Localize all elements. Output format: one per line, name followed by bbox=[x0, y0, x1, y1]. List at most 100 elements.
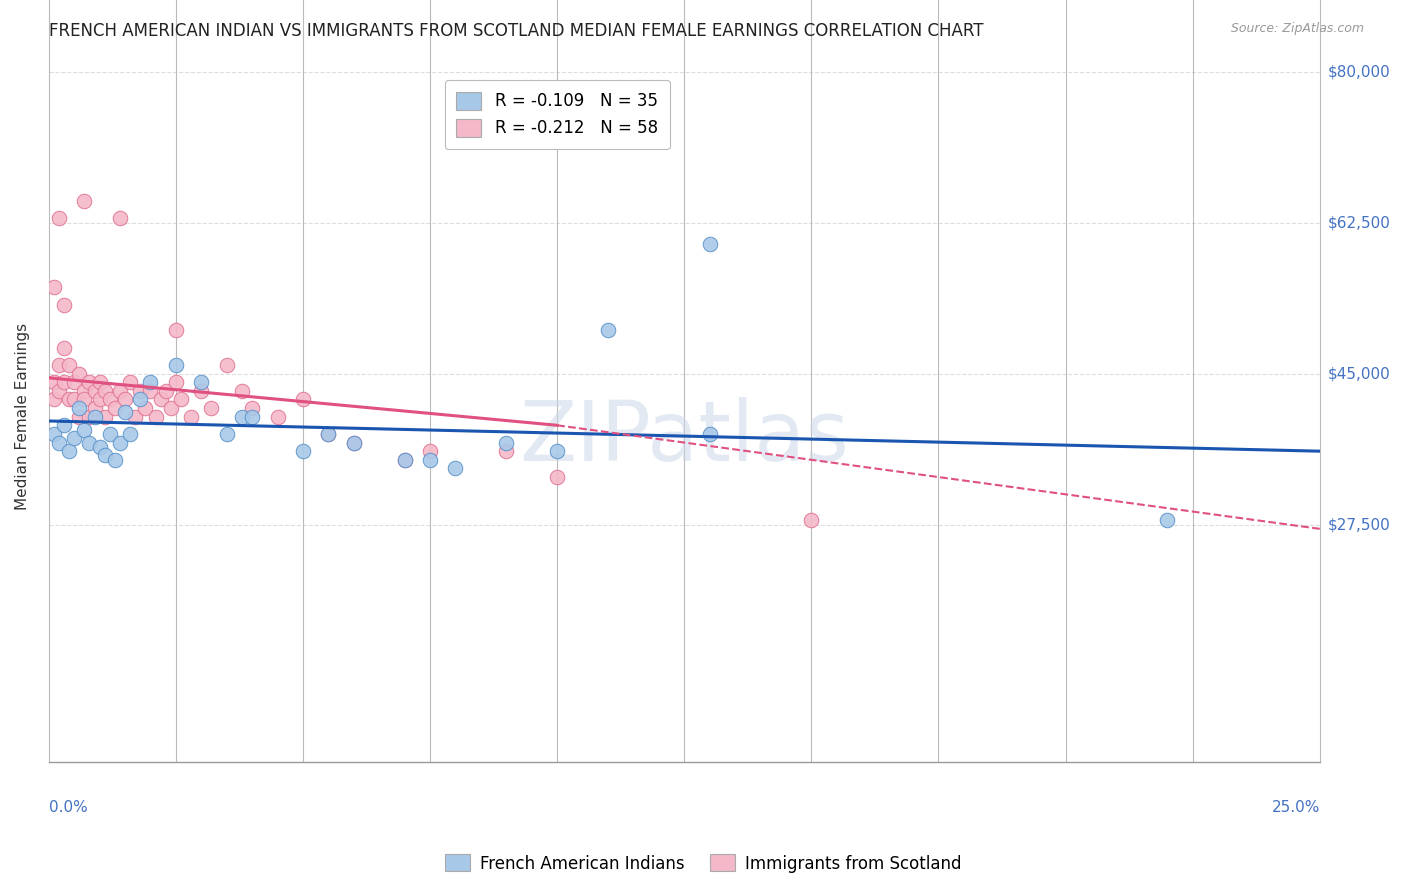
Text: ZIPatlas: ZIPatlas bbox=[519, 397, 849, 478]
Point bbox=[63, 392, 86, 407]
Point bbox=[394, 452, 416, 467]
Point bbox=[165, 358, 187, 372]
Point bbox=[93, 449, 115, 463]
Text: 0.0%: 0.0% bbox=[49, 800, 87, 814]
Point bbox=[114, 405, 136, 419]
Point bbox=[215, 426, 238, 441]
Point bbox=[318, 426, 340, 441]
Y-axis label: Median Female Earnings: Median Female Earnings bbox=[15, 323, 30, 510]
Point bbox=[343, 435, 366, 450]
Point bbox=[42, 375, 65, 389]
Point bbox=[215, 358, 238, 372]
Point bbox=[53, 418, 76, 433]
Point bbox=[108, 211, 131, 226]
Point bbox=[120, 375, 142, 389]
Text: $62,500: $62,500 bbox=[1329, 215, 1391, 230]
Point bbox=[394, 452, 416, 467]
Point bbox=[58, 444, 80, 458]
Text: FRENCH AMERICAN INDIAN VS IMMIGRANTS FROM SCOTLAND MEDIAN FEMALE EARNINGS CORREL: FRENCH AMERICAN INDIAN VS IMMIGRANTS FRO… bbox=[49, 22, 984, 40]
Point bbox=[800, 513, 823, 527]
Point bbox=[495, 444, 517, 458]
Text: 25.0%: 25.0% bbox=[1271, 800, 1320, 814]
Point bbox=[240, 409, 263, 424]
Point bbox=[343, 435, 366, 450]
Point bbox=[98, 392, 121, 407]
Point bbox=[318, 426, 340, 441]
Point bbox=[79, 409, 101, 424]
Point bbox=[83, 409, 105, 424]
Point bbox=[108, 435, 131, 450]
Point bbox=[73, 194, 96, 208]
Legend: R = -0.109   N = 35, R = -0.212   N = 58: R = -0.109 N = 35, R = -0.212 N = 58 bbox=[444, 80, 669, 149]
Point bbox=[231, 409, 253, 424]
Point bbox=[180, 409, 202, 424]
Legend: French American Indians, Immigrants from Scotland: French American Indians, Immigrants from… bbox=[439, 847, 967, 880]
Point bbox=[93, 384, 115, 398]
Point bbox=[134, 401, 156, 415]
Text: $80,000: $80,000 bbox=[1329, 64, 1391, 79]
Point bbox=[93, 409, 115, 424]
Point bbox=[98, 426, 121, 441]
Point bbox=[53, 297, 76, 311]
Point bbox=[89, 392, 111, 407]
Point bbox=[73, 423, 96, 437]
Point bbox=[240, 401, 263, 415]
Point bbox=[596, 323, 619, 337]
Point bbox=[104, 401, 127, 415]
Point bbox=[83, 384, 105, 398]
Point bbox=[155, 384, 177, 398]
Point bbox=[444, 461, 467, 475]
Point bbox=[73, 384, 96, 398]
Text: $27,500: $27,500 bbox=[1329, 517, 1391, 532]
Point bbox=[165, 323, 187, 337]
Point bbox=[291, 444, 314, 458]
Point bbox=[73, 392, 96, 407]
Point bbox=[58, 358, 80, 372]
Point bbox=[114, 392, 136, 407]
Point bbox=[149, 392, 172, 407]
Point bbox=[67, 401, 90, 415]
Point bbox=[63, 431, 86, 445]
Point bbox=[495, 435, 517, 450]
Point bbox=[145, 409, 167, 424]
Point bbox=[1156, 513, 1178, 527]
Point bbox=[104, 452, 127, 467]
Point bbox=[42, 392, 65, 407]
Point bbox=[79, 375, 101, 389]
Point bbox=[139, 375, 162, 389]
Point bbox=[546, 470, 568, 484]
Point bbox=[48, 211, 70, 226]
Point bbox=[53, 375, 76, 389]
Point bbox=[67, 367, 90, 381]
Point bbox=[200, 401, 222, 415]
Point bbox=[48, 384, 70, 398]
Point bbox=[190, 375, 212, 389]
Point bbox=[42, 426, 65, 441]
Point bbox=[129, 384, 152, 398]
Point bbox=[129, 392, 152, 407]
Point bbox=[108, 384, 131, 398]
Point bbox=[42, 280, 65, 294]
Point bbox=[139, 384, 162, 398]
Point bbox=[63, 375, 86, 389]
Point bbox=[124, 409, 146, 424]
Point bbox=[48, 435, 70, 450]
Text: $45,000: $45,000 bbox=[1329, 366, 1391, 381]
Point bbox=[89, 440, 111, 454]
Point bbox=[546, 444, 568, 458]
Point bbox=[165, 375, 187, 389]
Point bbox=[190, 384, 212, 398]
Point bbox=[53, 341, 76, 355]
Text: Source: ZipAtlas.com: Source: ZipAtlas.com bbox=[1230, 22, 1364, 36]
Point bbox=[291, 392, 314, 407]
Point bbox=[79, 435, 101, 450]
Point bbox=[89, 375, 111, 389]
Point bbox=[170, 392, 193, 407]
Point bbox=[159, 401, 181, 415]
Point bbox=[67, 409, 90, 424]
Point bbox=[419, 444, 441, 458]
Point bbox=[58, 392, 80, 407]
Point bbox=[83, 401, 105, 415]
Point bbox=[419, 452, 441, 467]
Point bbox=[231, 384, 253, 398]
